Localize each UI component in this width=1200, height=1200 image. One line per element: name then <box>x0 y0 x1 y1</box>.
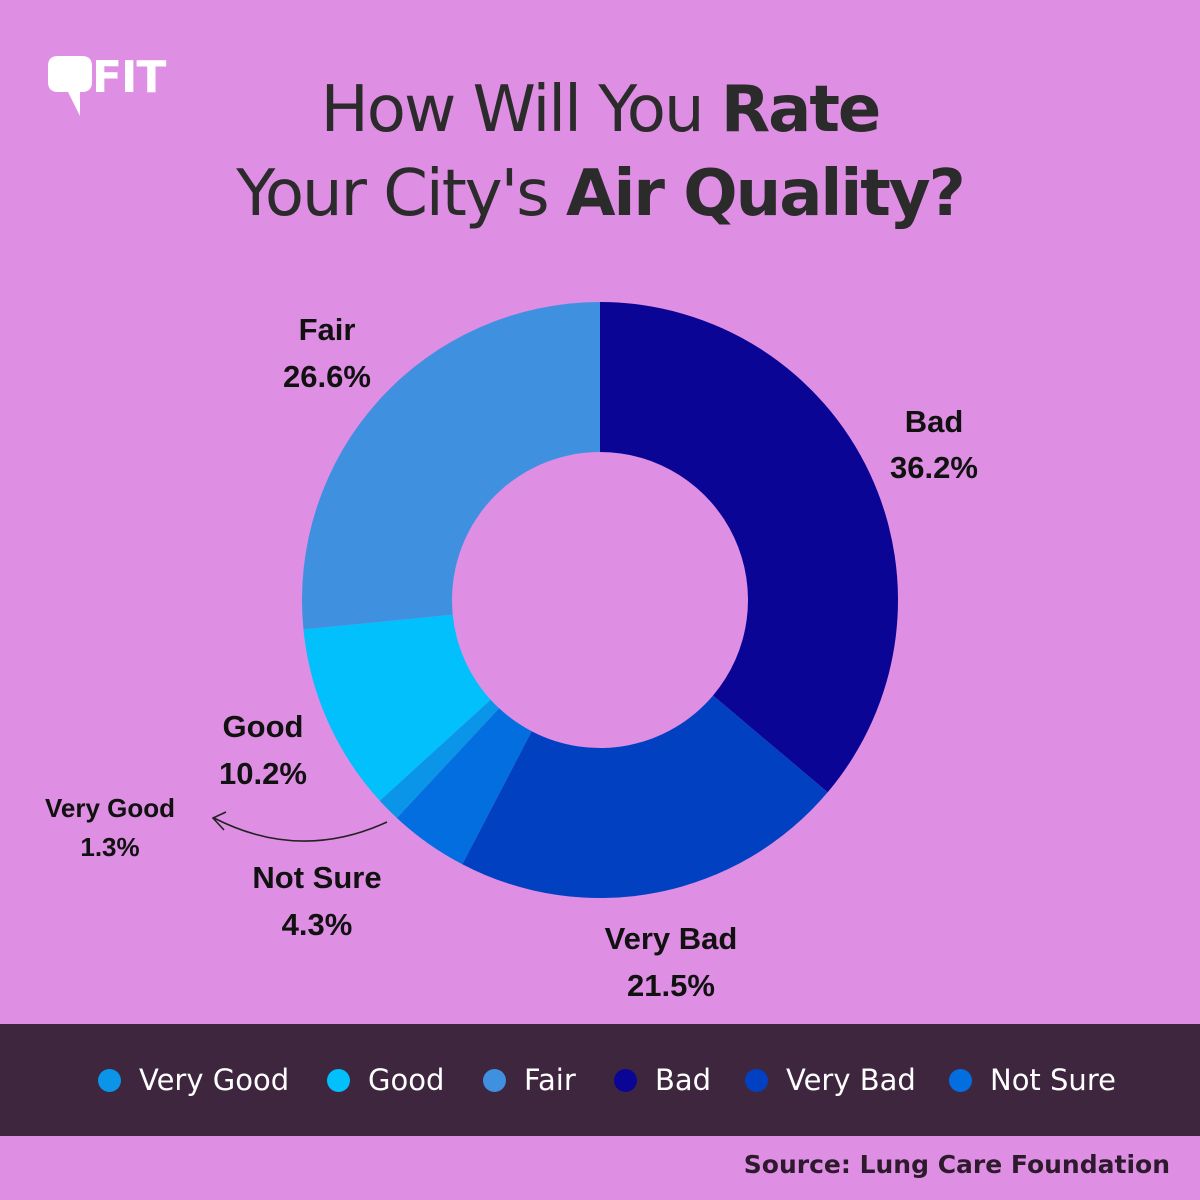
slice-very-bad <box>462 695 828 898</box>
slice-label-name-bad: Bad <box>905 404 964 439</box>
brand-logo-text: FIT <box>92 52 166 103</box>
legend-dot-icon <box>614 1068 637 1092</box>
page-title: How Will You Rate Your City's Air Qualit… <box>0 68 1200 236</box>
source-credit: Source: Lung Care Foundation <box>743 1150 1170 1179</box>
slice-label-value-not-sure: 4.3% <box>282 907 353 942</box>
slice-label-value-fair: 26.6% <box>283 359 371 394</box>
slice-label-value-bad: 36.2% <box>890 450 978 485</box>
very-good-arrowhead <box>211 811 227 831</box>
slice-label-name-very-bad: Very Bad <box>605 921 738 956</box>
slice-label-value-good: 10.2% <box>219 756 307 791</box>
legend-dot-icon <box>483 1068 506 1092</box>
very-good-arrow <box>213 817 388 842</box>
legend-label: Very Bad <box>786 1063 916 1097</box>
legend-dot-icon <box>949 1068 972 1092</box>
legend-dot-icon <box>745 1068 768 1092</box>
legend-item-not-sure: Not Sure <box>949 1024 1116 1136</box>
legend-label: Good <box>368 1063 445 1097</box>
slice-not-sure <box>396 708 532 865</box>
legend-item-very-bad: Very Bad <box>745 1024 916 1136</box>
slice-bad <box>600 302 898 793</box>
title-line-2: Your City's Air Quality? <box>236 157 965 231</box>
donut-chart: Bad 36.2% Very Bad 21.5% Not Sure 4.3% Very Go… <box>45 302 978 1003</box>
donut-slices <box>301 302 898 898</box>
slice-label-value-very-good: 1.3% <box>80 832 139 862</box>
legend-label: Fair <box>524 1063 576 1097</box>
slice-very-good <box>379 699 500 819</box>
slice-label-value-very-bad: 21.5% <box>627 968 715 1003</box>
slice-label-name-fair: Fair <box>299 312 356 347</box>
legend-item-very-good: Very Good <box>98 1024 289 1136</box>
legend-bar: Very Good Good Fair Bad Very Bad Not Sure <box>0 1024 1200 1136</box>
legend-label: Not Sure <box>990 1063 1116 1097</box>
slice-labels: Bad 36.2% Very Bad 21.5% Not Sure 4.3% Very Go… <box>45 312 978 1003</box>
legend-item-fair: Fair <box>483 1024 576 1136</box>
legend-item-good: Good <box>327 1024 444 1136</box>
brand-logo-icon <box>48 56 92 116</box>
title-line-1: How Will You Rate <box>320 73 882 147</box>
slice-label-name-very-good: Very Good <box>45 793 175 823</box>
legend-dot-icon <box>327 1068 350 1092</box>
legend-dot-icon <box>98 1068 121 1092</box>
slice-fair <box>301 302 600 630</box>
slice-good <box>303 614 491 801</box>
legend-item-bad: Bad <box>614 1024 711 1136</box>
slice-label-name-good: Good <box>223 709 304 744</box>
legend-label: Bad <box>655 1063 712 1097</box>
legend-label: Very Good <box>139 1063 290 1097</box>
slice-label-name-not-sure: Not Sure <box>252 860 381 895</box>
